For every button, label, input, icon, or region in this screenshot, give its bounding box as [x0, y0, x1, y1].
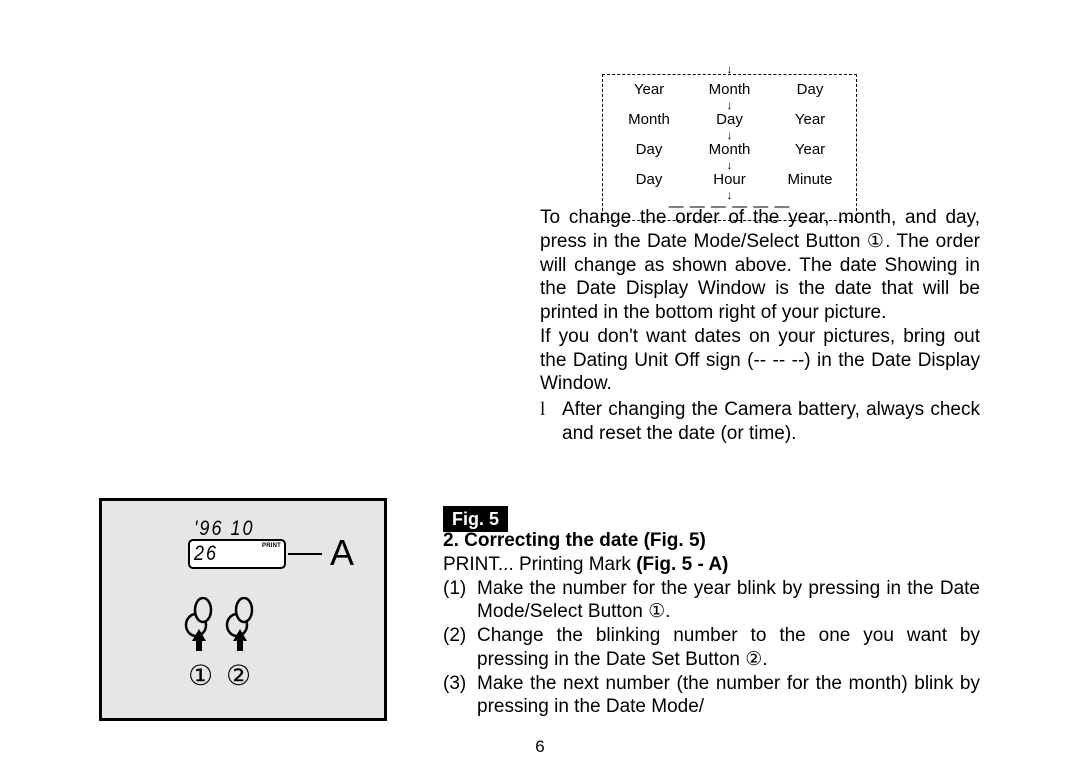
format-cell: Day [619, 171, 679, 188]
item-text: Make the next number (the number for the… [477, 672, 980, 720]
format-cell: Year [780, 111, 840, 128]
button-group [184, 597, 261, 651]
main-text-block: To change the order of the year, month, … [540, 206, 980, 446]
date-format-table: Year Month Day ↓ Month Day Year ↓ Day Mo… [602, 74, 857, 221]
list-item: (2) Change the blinking number to the on… [443, 624, 980, 672]
list-item: (1) Make the number for the year blink b… [443, 577, 980, 625]
bullet-item: l After changing the Camera battery, alw… [540, 398, 980, 446]
button-2-icon [225, 597, 255, 645]
arrow-up-icon [192, 629, 206, 641]
section-correcting-date: 2. Correcting the date (Fig. 5) PRINT...… [443, 529, 980, 719]
format-cell: Minute [780, 171, 840, 188]
bullet-text: After changing the Camera battery, alway… [562, 398, 980, 446]
figure-5: PRINT '96 10 26 A ① ② [99, 498, 387, 721]
format-arrow: ↓ [611, 100, 848, 110]
bullet-mark: l [540, 398, 562, 446]
circled-1: ① [188, 659, 213, 692]
paragraph-2: If you don't want dates on your pictures… [540, 325, 980, 396]
format-cell: Month [619, 111, 679, 128]
format-cell: Day [780, 81, 840, 98]
list-item: (3) Make the next number (the number for… [443, 672, 980, 720]
item-text: Change the blinking number to the one yo… [477, 624, 980, 672]
format-cell: Month [700, 141, 760, 158]
print-text: PRINT... Printing Mark [443, 554, 636, 575]
format-row: Day Hour Minute [611, 171, 848, 188]
manual-page: ↓ Year Month Day ↓ Month Day Year ↓ Day … [0, 0, 1080, 763]
lcd-display: PRINT '96 10 26 [188, 539, 286, 569]
format-arrow: ↓ [611, 130, 848, 140]
section-heading: 2. Correcting the date (Fig. 5) [443, 529, 980, 553]
print-fig-ref: (Fig. 5 - A) [636, 554, 728, 575]
lcd-date-digits: '96 10 26 [194, 516, 284, 566]
format-arrow: ↓ [611, 160, 848, 170]
format-cell: Year [780, 141, 840, 158]
paragraph-1: To change the order of the year, month, … [540, 206, 980, 325]
arrow-up-icon [233, 629, 247, 641]
format-row: Year Month Day [611, 81, 848, 98]
format-row: Month Day Year [611, 111, 848, 128]
print-line: PRINT... Printing Mark (Fig. 5 - A) [443, 553, 980, 577]
callout-line [288, 553, 322, 555]
button-1-icon [184, 597, 214, 645]
item-text: Make the number for the year blink by pr… [477, 577, 980, 625]
format-cell: Month [700, 81, 760, 98]
item-number: (1) [443, 577, 477, 625]
callout-a: A [330, 532, 354, 574]
item-number: (2) [443, 624, 477, 672]
page-number: 6 [0, 737, 1080, 757]
format-cell: Day [619, 141, 679, 158]
format-cell: Day [700, 111, 760, 128]
format-cell: Year [619, 81, 679, 98]
format-row: Day Month Year [611, 141, 848, 158]
item-number: (3) [443, 672, 477, 720]
format-cell: Hour [700, 171, 760, 188]
circled-2: ② [226, 659, 251, 692]
